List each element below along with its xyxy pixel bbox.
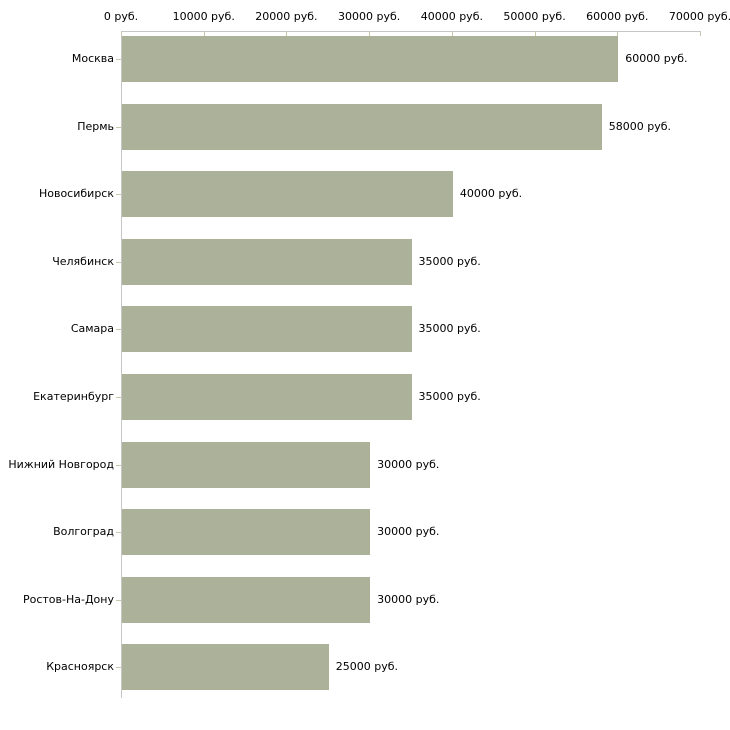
- bar: [122, 576, 371, 623]
- category-tick-mark: [116, 667, 121, 668]
- x-axis-tick-mark: [121, 31, 122, 36]
- bar: [122, 238, 412, 285]
- value-label: 30000 руб.: [377, 592, 440, 606]
- bar: [122, 374, 412, 420]
- category-tick-mark: [116, 127, 121, 128]
- category-tick-mark: [116, 329, 121, 330]
- category-label: Ростов-На-Дону: [22, 592, 114, 606]
- category-tick-mark: [116, 465, 121, 466]
- category-label: Москва: [71, 52, 114, 65]
- category-tick-mark: [116, 194, 121, 195]
- x-axis-tick-mark: [700, 31, 701, 36]
- x-axis-tick-mark: [451, 31, 453, 36]
- x-axis-tick-label: 50000 руб.: [503, 10, 566, 23]
- category-label: Нижний Новгород: [8, 457, 114, 471]
- value-label: 30000 руб.: [377, 457, 440, 471]
- category-label: Новосибирск: [38, 187, 114, 201]
- category-tick-mark: [116, 532, 121, 533]
- bar: [122, 644, 329, 691]
- category-label: Екатеринбург: [33, 390, 114, 403]
- y-axis-line: [121, 31, 122, 699]
- value-label: 60000 руб.: [625, 52, 688, 65]
- category-tick-mark: [116, 600, 121, 601]
- value-label: 35000 руб.: [418, 322, 481, 336]
- value-label: 40000 руб.: [459, 187, 523, 201]
- x-axis-line: [121, 31, 700, 32]
- bar: [122, 441, 371, 488]
- bar: [122, 171, 453, 218]
- category-label: Самара: [70, 322, 114, 336]
- value-label: 58000 руб.: [608, 119, 671, 133]
- category-label: Челябинск: [52, 254, 114, 268]
- bar: [122, 306, 412, 353]
- x-axis-tick-mark: [203, 31, 205, 36]
- value-label: 25000 руб.: [335, 660, 399, 674]
- x-axis-tick-label: 0 руб.: [103, 10, 139, 23]
- bar: [122, 36, 619, 82]
- bar: [122, 509, 371, 556]
- x-axis-tick-label: 60000 руб.: [586, 10, 649, 23]
- x-axis-tick-label: 20000 руб.: [255, 10, 318, 23]
- category-label: Пермь: [77, 119, 114, 133]
- x-axis-tick-mark: [617, 31, 619, 36]
- category-tick-mark: [116, 397, 121, 398]
- x-axis-tick-mark: [286, 31, 288, 36]
- category-label: Красноярск: [46, 660, 114, 674]
- value-label: 30000 руб.: [377, 525, 440, 539]
- x-axis-tick-label: 30000 руб.: [338, 10, 401, 23]
- category-tick-mark: [116, 59, 121, 60]
- x-axis-tick-label: 70000 руб.: [668, 10, 730, 23]
- x-axis-tick-mark: [369, 31, 371, 36]
- value-label: 35000 руб.: [418, 254, 481, 268]
- bar: [122, 103, 602, 150]
- category-label: Волгоград: [53, 525, 114, 539]
- value-label: 35000 руб.: [418, 390, 481, 403]
- category-tick-mark: [116, 262, 121, 263]
- x-axis-tick-label: 40000 руб.: [420, 10, 483, 23]
- x-axis-tick-label: 10000 руб.: [172, 10, 235, 23]
- x-axis-tick-mark: [534, 31, 536, 36]
